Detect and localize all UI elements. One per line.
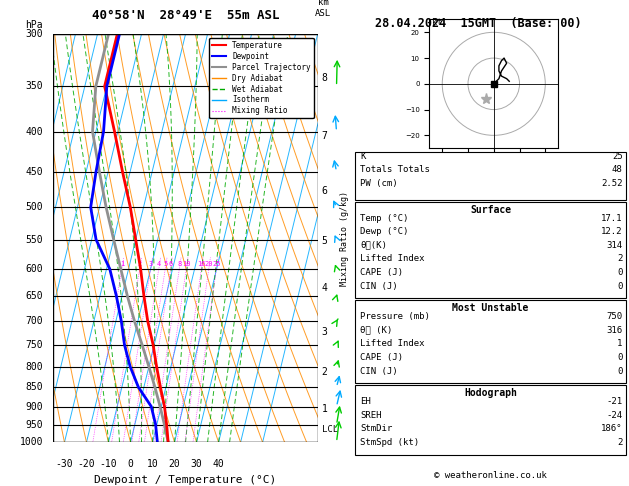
Text: -10: -10 [99,459,118,469]
Text: Lifted Index: Lifted Index [360,254,425,263]
Text: 750: 750 [25,340,43,350]
Text: 6: 6 [321,186,328,195]
Text: 3: 3 [321,327,328,337]
Text: Lifted Index: Lifted Index [360,339,425,348]
Text: 8: 8 [321,73,328,84]
Text: CAPE (J): CAPE (J) [360,353,403,362]
Text: 314: 314 [606,241,623,250]
Text: 10: 10 [147,459,159,469]
Text: StmSpd (kt): StmSpd (kt) [360,438,420,447]
Text: Dewp (°C): Dewp (°C) [360,227,409,236]
Text: -24: -24 [606,411,623,419]
Text: Mixing Ratio (g/kg): Mixing Ratio (g/kg) [340,191,348,286]
Text: 5: 5 [321,236,328,246]
Text: 400: 400 [25,126,43,137]
Legend: Temperature, Dewpoint, Parcel Trajectory, Dry Adiabat, Wet Adiabat, Isotherm, Mi: Temperature, Dewpoint, Parcel Trajectory… [209,38,314,119]
Text: θᴇ (K): θᴇ (K) [360,326,392,335]
Text: 4: 4 [321,283,328,293]
Text: 300: 300 [25,29,43,39]
Text: 450: 450 [25,167,43,176]
Text: 550: 550 [25,235,43,244]
Text: 2.52: 2.52 [601,179,623,188]
Text: EH: EH [360,397,371,406]
Text: 1: 1 [120,261,124,267]
Text: km
ASL: km ASL [315,0,331,17]
Text: CIN (J): CIN (J) [360,366,398,376]
Text: LCL: LCL [321,425,338,434]
Text: 40: 40 [213,459,225,469]
Text: 28.04.2024  15GMT  (Base: 00): 28.04.2024 15GMT (Base: 00) [375,17,581,30]
Text: Surface: Surface [470,205,511,215]
Text: 0: 0 [617,366,623,376]
Text: 950: 950 [25,420,43,430]
Text: -21: -21 [606,397,623,406]
Text: Hodograph: Hodograph [464,388,517,399]
Text: 16: 16 [198,261,206,267]
Text: 750: 750 [606,312,623,321]
Text: Most Unstable: Most Unstable [452,303,529,313]
Text: 1: 1 [321,404,328,414]
Text: 0: 0 [617,268,623,277]
Text: 0: 0 [617,281,623,291]
Text: 7: 7 [321,131,328,141]
Text: CAPE (J): CAPE (J) [360,268,403,277]
Text: K: K [360,152,366,161]
Text: 10: 10 [182,261,191,267]
Text: 850: 850 [25,382,43,392]
Text: SREH: SREH [360,411,382,419]
Text: 2: 2 [321,367,328,377]
Text: 350: 350 [25,81,43,91]
Text: Temp (°C): Temp (°C) [360,213,409,223]
Text: 800: 800 [25,362,43,372]
Text: -20: -20 [77,459,96,469]
Text: 1: 1 [617,339,623,348]
Text: 20: 20 [169,459,181,469]
Text: 12.2: 12.2 [601,227,623,236]
Text: 25: 25 [612,152,623,161]
Text: 6: 6 [169,261,173,267]
Text: 2: 2 [617,254,623,263]
Text: 316: 316 [606,326,623,335]
Text: 17.1: 17.1 [601,213,623,223]
Text: PW (cm): PW (cm) [360,179,398,188]
Text: 20: 20 [205,261,213,267]
Text: 2: 2 [617,438,623,447]
Text: 500: 500 [25,202,43,212]
Text: kt: kt [432,17,442,27]
Text: StmDir: StmDir [360,424,392,433]
Text: 650: 650 [25,291,43,301]
Text: 900: 900 [25,401,43,412]
Text: hPa: hPa [25,20,43,30]
Text: 0: 0 [617,353,623,362]
Text: 4: 4 [157,261,161,267]
Text: 186°: 186° [601,424,623,433]
Text: 40°58'N  28°49'E  55m ASL: 40°58'N 28°49'E 55m ASL [92,9,279,22]
Text: 600: 600 [25,264,43,274]
Text: 1000: 1000 [19,437,43,447]
Text: 700: 700 [25,316,43,326]
Text: 5: 5 [164,261,167,267]
Text: 30: 30 [191,459,203,469]
Text: 2: 2 [138,261,142,267]
Text: 3: 3 [149,261,153,267]
Text: θᴇ(K): θᴇ(K) [360,241,387,250]
Text: 25: 25 [212,261,221,267]
Text: CIN (J): CIN (J) [360,281,398,291]
Text: Totals Totals: Totals Totals [360,165,430,174]
Text: 8: 8 [177,261,182,267]
Text: -30: -30 [55,459,74,469]
Text: 48: 48 [612,165,623,174]
Text: Pressure (mb): Pressure (mb) [360,312,430,321]
Text: Dewpoint / Temperature (°C): Dewpoint / Temperature (°C) [94,475,277,485]
Text: © weatheronline.co.uk: © weatheronline.co.uk [434,471,547,480]
Text: 0: 0 [128,459,133,469]
